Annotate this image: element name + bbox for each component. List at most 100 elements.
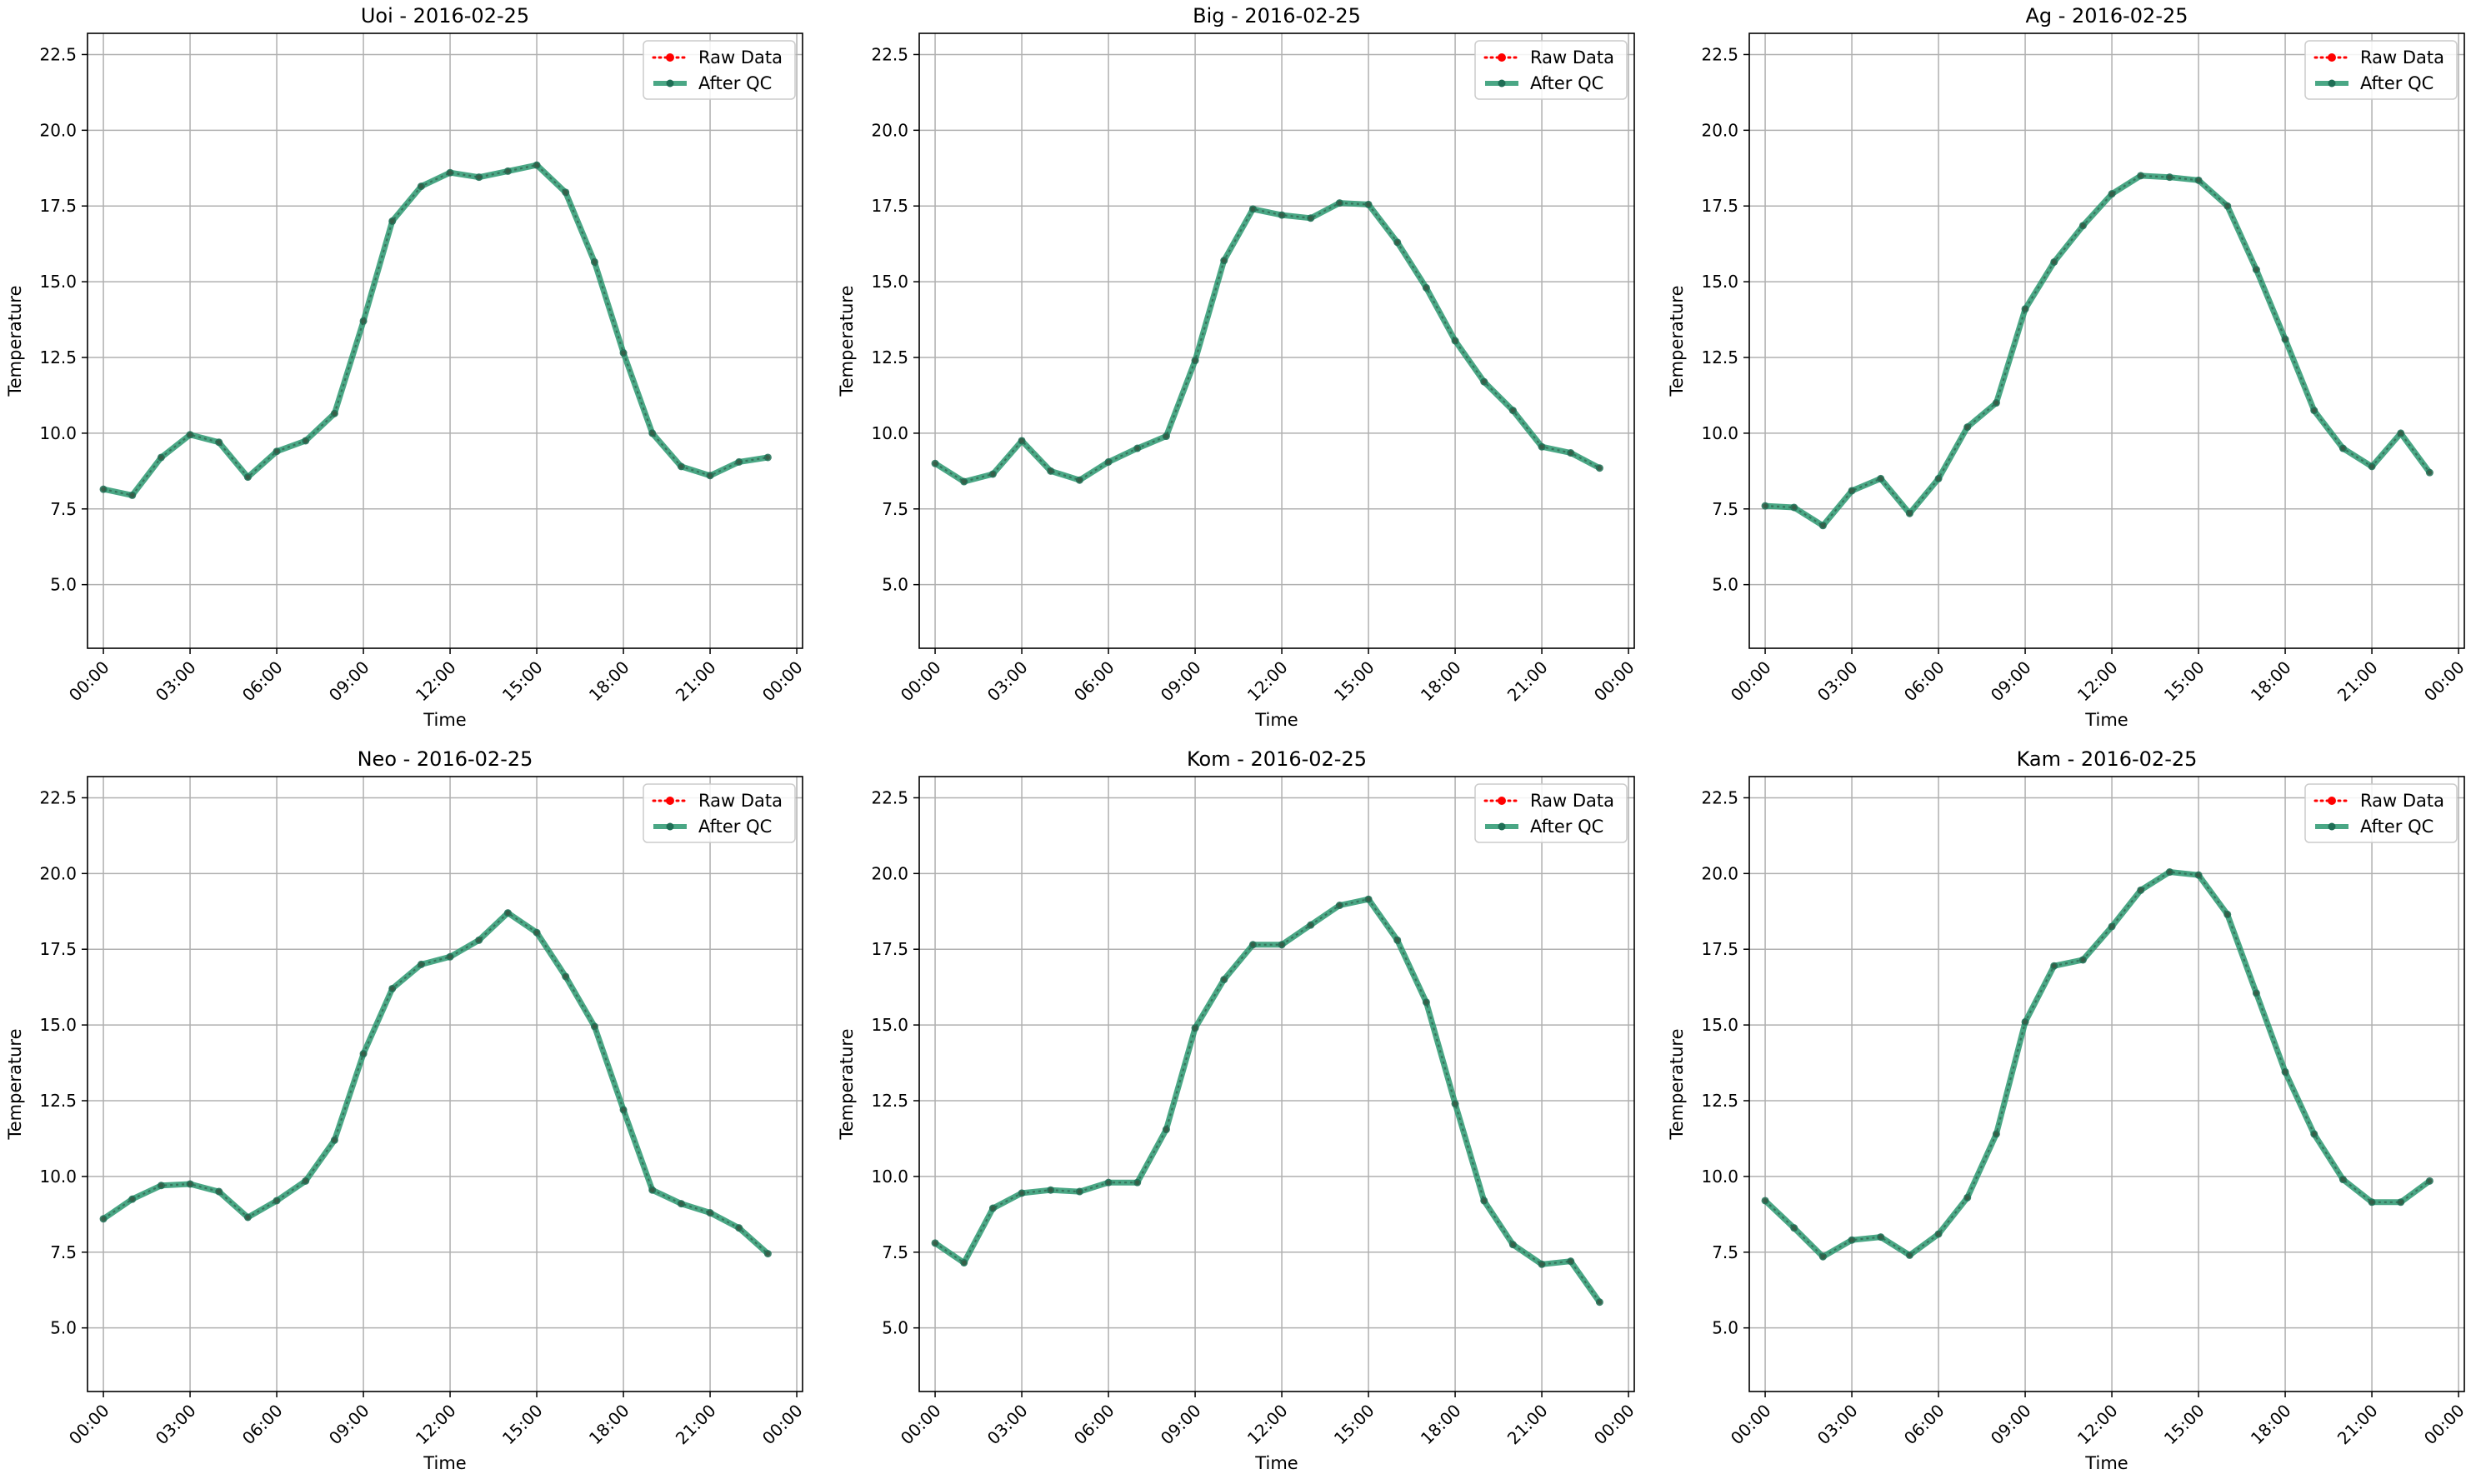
data-point-raw — [765, 455, 771, 460]
axes-frame — [918, 32, 1635, 649]
legend-label-raw: Raw Data — [1530, 791, 1614, 811]
x-tick-label: 09:00 — [1157, 657, 1205, 706]
data-point-raw — [1106, 459, 1111, 465]
data-point-raw — [2109, 924, 2114, 929]
x-tick-label: 03:00 — [152, 657, 200, 706]
y-tick-label: 15.0 — [1701, 1015, 1738, 1035]
data-point-raw — [1423, 285, 1429, 291]
data-point-raw — [1849, 488, 1854, 493]
chart-title: Kom - 2016-02-25 — [1187, 747, 1367, 771]
series-line-after-qc — [1763, 869, 2432, 1260]
data-point-raw — [1048, 468, 1053, 474]
legend-marker-qc — [666, 822, 674, 831]
data-point-raw — [418, 183, 424, 189]
data-point-raw — [1791, 1225, 1797, 1231]
y-tick-label: 7.5 — [1712, 499, 1738, 519]
y-tick-label: 10.0 — [1701, 423, 1738, 443]
x-tick-label: 00:00 — [1590, 1401, 1638, 1449]
chart-title: Ag - 2016-02-25 — [2025, 4, 2188, 27]
y-tick-label: 7.5 — [50, 1242, 77, 1262]
y-tick-label: 5.0 — [1712, 1318, 1738, 1338]
data-point-raw — [1964, 424, 1970, 430]
legend-label-qc: After QC — [1530, 817, 1603, 837]
data-point-raw — [2051, 259, 2057, 265]
y-tick-label: 5.0 — [1712, 575, 1738, 595]
data-point-raw — [708, 472, 713, 478]
data-point-raw — [2080, 223, 2086, 228]
data-point-raw — [534, 162, 539, 167]
data-point-raw — [2138, 173, 2143, 178]
data-point-raw — [2167, 174, 2173, 180]
x-tick-label: 06:00 — [1900, 1401, 1948, 1449]
y-tick-label: 22.5 — [39, 44, 77, 64]
legend-marker-qc — [2328, 822, 2336, 831]
legend-label-qc: After QC — [2360, 817, 2433, 837]
data-point-raw — [274, 448, 279, 454]
data-point-raw — [274, 1198, 279, 1203]
y-tick-label: 10.0 — [1701, 1167, 1738, 1187]
data-point-raw — [2283, 1069, 2288, 1075]
y-tick-label: 5.0 — [50, 575, 77, 595]
data-point-raw — [1878, 1234, 1883, 1240]
x-axis-label: Time — [2084, 710, 2128, 730]
data-point-raw — [1106, 1180, 1111, 1185]
x-axis-label: Time — [423, 710, 466, 730]
x-tick-label: 18:00 — [1417, 657, 1465, 706]
legend-label-qc: After QC — [2360, 73, 2433, 93]
data-point-raw — [2427, 1178, 2433, 1184]
x-tick-label: 12:00 — [1243, 1401, 1292, 1449]
data-point-raw — [708, 1210, 713, 1216]
legend: Raw Data After QC — [2304, 783, 2458, 843]
data-point-raw — [389, 986, 395, 992]
y-tick-label: 5.0 — [882, 575, 908, 595]
legend: Raw Data After QC — [643, 40, 796, 100]
legend-label-raw: Raw Data — [698, 47, 783, 67]
y-axis-label: Temperature — [837, 1028, 857, 1140]
data-point-raw — [736, 1225, 742, 1231]
x-tick-label: 03:00 — [983, 657, 1032, 706]
chart-title: Kam - 2016-02-25 — [2017, 747, 2198, 771]
x-axis-label: Time — [2084, 1453, 2128, 1473]
x-tick-label: 00:00 — [65, 1401, 113, 1449]
data-point-raw — [216, 1189, 222, 1194]
x-tick-label: 18:00 — [2247, 657, 2295, 706]
data-point-raw — [1820, 1254, 1826, 1260]
data-point-raw — [2369, 1199, 2374, 1205]
x-tick-label: 06:00 — [238, 1401, 287, 1449]
y-tick-label: 7.5 — [882, 499, 908, 519]
x-tick-label: 12:00 — [2073, 1401, 2122, 1449]
data-point-raw — [2398, 1199, 2403, 1205]
legend: Raw Data After QC — [643, 783, 796, 843]
legend-label-raw: Raw Data — [2360, 47, 2444, 67]
data-point-raw — [1163, 433, 1169, 439]
data-point-raw — [1907, 511, 1913, 517]
x-axis-label: Time — [1254, 710, 1298, 730]
data-point-raw — [621, 1107, 626, 1112]
data-point-raw — [1019, 1191, 1024, 1196]
data-point-raw — [505, 168, 511, 174]
series-line-after-qc — [933, 200, 1602, 485]
data-point-raw — [1308, 215, 1313, 221]
data-point-raw — [1791, 505, 1797, 510]
y-tick-label: 15.0 — [39, 272, 77, 292]
x-tick-label: 00:00 — [2420, 657, 2468, 706]
y-tick-label: 17.5 — [1701, 196, 1738, 216]
data-point-raw — [2224, 203, 2230, 209]
x-tick-label: 06:00 — [1900, 657, 1948, 706]
data-point-raw — [961, 1260, 967, 1266]
data-point-raw — [1394, 937, 1400, 943]
data-point-raw — [1077, 1189, 1083, 1194]
data-point-raw — [2023, 307, 2028, 312]
x-tick-label: 09:00 — [1157, 1401, 1205, 1449]
y-tick-label: 15.0 — [871, 272, 908, 292]
y-axis-label: Temperature — [5, 285, 25, 397]
x-tick-label: 15:00 — [1330, 1401, 1378, 1449]
data-point-raw — [1134, 1180, 1140, 1185]
y-tick-label: 10.0 — [871, 1167, 908, 1187]
data-point-raw — [1193, 1025, 1198, 1031]
x-tick-label: 21:00 — [672, 657, 720, 706]
data-point-raw — [2051, 963, 2057, 969]
data-point-raw — [1481, 1198, 1487, 1203]
data-point-raw — [2196, 177, 2201, 183]
